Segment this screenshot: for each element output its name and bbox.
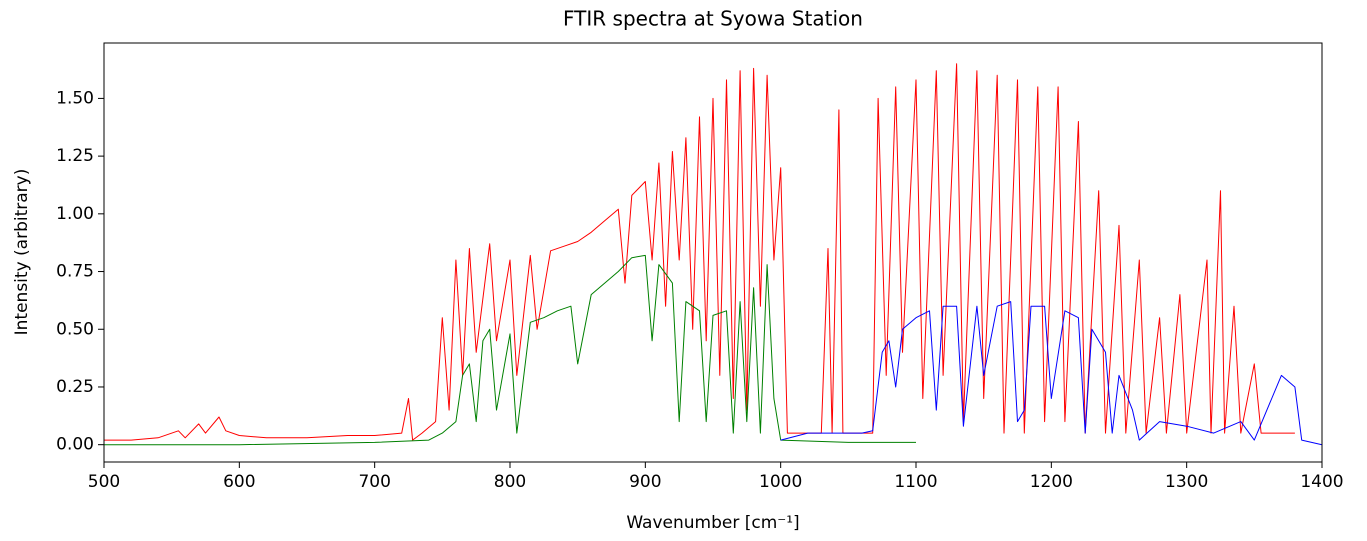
x-tick-label: 1400 — [1300, 472, 1343, 492]
chart-title: FTIR spectra at Syowa Station — [563, 7, 863, 31]
x-tick-label: 1000 — [759, 472, 802, 492]
x-tick-label: 800 — [494, 472, 526, 492]
y-tick-label: 1.00 — [56, 204, 94, 224]
y-tick-label: 0.75 — [56, 262, 94, 282]
x-tick-label: 1200 — [1030, 472, 1073, 492]
y-tick-label: 0.25 — [56, 377, 94, 397]
x-tick-label: 600 — [223, 472, 255, 492]
x-tick-label: 1300 — [1165, 472, 1208, 492]
y-tick-label: 0.50 — [56, 319, 94, 339]
x-tick-label: 700 — [358, 472, 390, 492]
y-axis-label: Intensity (arbitrary) — [12, 169, 32, 336]
y-tick-label: 1.50 — [56, 88, 94, 108]
y-tick-label: 0.00 — [56, 435, 94, 455]
y-tick-label: 1.25 — [56, 146, 94, 166]
x-tick-label: 500 — [88, 472, 120, 492]
spectrum-line — [104, 254, 916, 446]
plot-frame — [103, 42, 1323, 463]
x-tick-label: 900 — [629, 472, 661, 492]
spectrum-line — [104, 63, 1295, 441]
plot-area — [104, 63, 1323, 446]
x-tick-label: 1100 — [894, 472, 937, 492]
spectrum-line — [780, 301, 1323, 446]
x-axis-label: Wavenumber [cm⁻¹] — [626, 513, 799, 533]
